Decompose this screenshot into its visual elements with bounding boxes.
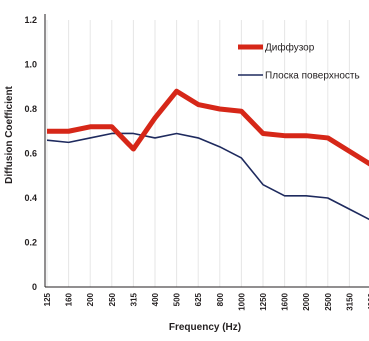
x-tick-label: 3150 xyxy=(345,292,354,310)
x-tick-label: 1600 xyxy=(281,292,290,310)
x-tick-label: 1000 xyxy=(237,292,246,310)
y-tick-label: 0.2 xyxy=(24,238,37,248)
y-tick-label: 1.2 xyxy=(24,15,37,25)
x-tick-label: 800 xyxy=(216,292,225,306)
x-tick-label: 4000 xyxy=(367,292,369,310)
x-tick-label: 160 xyxy=(65,292,74,306)
x-tick-label: 400 xyxy=(151,292,160,306)
series-line-1 xyxy=(47,88,369,167)
y-tick-labels: 0 0.2 0.4 0.6 0.8 1.0 1.2 xyxy=(24,15,37,292)
x-tick-label: 2000 xyxy=(302,292,311,310)
y-tick-label: 0.8 xyxy=(24,104,37,114)
y-axis-label: Diffusion Coefficient xyxy=(4,85,15,183)
x-tick-labels: 125 160 200 250 315 400 500 625 800 1000 1250 1600 2… xyxy=(43,292,369,310)
y-tick-label: 0.4 xyxy=(24,193,37,203)
y-tick-label: 0.6 xyxy=(24,149,37,159)
x-tick-label: 1250 xyxy=(259,292,268,310)
series xyxy=(46,88,369,221)
x-tick-label: 200 xyxy=(86,292,95,306)
y-tick-label: 0 xyxy=(32,282,37,292)
grid xyxy=(46,20,350,287)
x-tick-label: 2500 xyxy=(324,292,333,310)
y-tick-label: 1.0 xyxy=(24,60,37,70)
x-axis-label: Frequency (Hz) xyxy=(169,322,241,333)
legend-label-1: Диффузор xyxy=(265,42,315,54)
series-line-2 xyxy=(46,132,369,221)
x-tick-label: 315 xyxy=(129,292,138,306)
legend: Диффузор Плоска поверхность xyxy=(238,42,360,82)
legend-label-2: Плоска поверхность xyxy=(265,71,360,82)
x-tick-label: 500 xyxy=(173,292,182,306)
x-tick-label: 125 xyxy=(43,292,52,306)
x-tick-label: 625 xyxy=(194,292,203,306)
axes xyxy=(44,14,369,288)
x-tick-label: 250 xyxy=(108,292,117,306)
